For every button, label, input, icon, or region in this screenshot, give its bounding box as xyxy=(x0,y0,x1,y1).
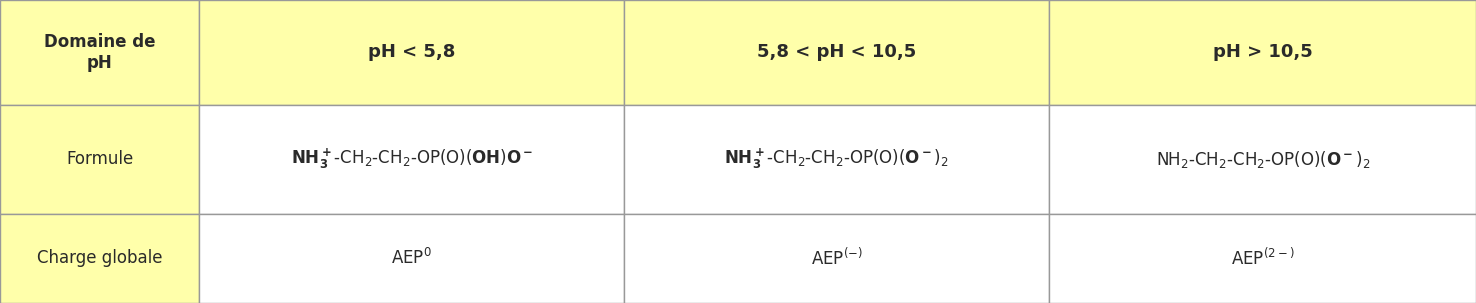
Bar xyxy=(1049,0,1476,105)
Text: AEP$^{(-)}$: AEP$^{(-)}$ xyxy=(810,248,863,269)
Text: AEP$^{0}$: AEP$^{0}$ xyxy=(391,248,432,268)
Text: Charge globale: Charge globale xyxy=(37,249,162,267)
Text: pH > 10,5: pH > 10,5 xyxy=(1213,43,1312,61)
Bar xyxy=(1049,105,1476,214)
Bar xyxy=(199,105,624,214)
Text: AEP$^{(2-)}$: AEP$^{(2-)}$ xyxy=(1231,248,1294,269)
Bar xyxy=(199,0,624,105)
Text: pH < 5,8: pH < 5,8 xyxy=(368,43,456,61)
Bar xyxy=(624,214,1049,303)
Bar xyxy=(624,0,1049,105)
Text: $\mathbf{NH_3^+}$-CH$_2$-CH$_2$-OP(O)($\mathbf{OH}$)$\mathbf{O^-}$: $\mathbf{NH_3^+}$-CH$_2$-CH$_2$-OP(O)($\… xyxy=(291,147,533,171)
Text: Formule: Formule xyxy=(66,150,133,168)
Text: NH$_2$-CH$_2$-CH$_2$-OP(O)($\mathbf{O^-}$)$_2$: NH$_2$-CH$_2$-CH$_2$-OP(O)($\mathbf{O^-}… xyxy=(1156,148,1370,170)
Bar xyxy=(0,0,199,105)
Bar xyxy=(624,105,1049,214)
Text: 5,8 < pH < 10,5: 5,8 < pH < 10,5 xyxy=(757,43,917,61)
Bar xyxy=(0,105,199,214)
Text: $\mathbf{NH_3^+}$-CH$_2$-CH$_2$-OP(O)($\mathbf{O^-}$)$_2$: $\mathbf{NH_3^+}$-CH$_2$-CH$_2$-OP(O)($\… xyxy=(725,147,949,171)
Bar xyxy=(199,214,624,303)
Bar xyxy=(0,214,199,303)
Text: Domaine de
pH: Domaine de pH xyxy=(44,33,155,72)
Bar xyxy=(1049,214,1476,303)
